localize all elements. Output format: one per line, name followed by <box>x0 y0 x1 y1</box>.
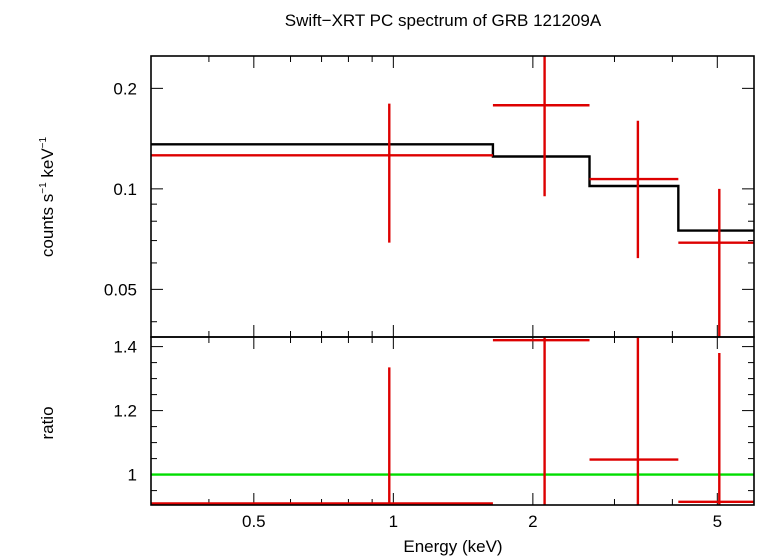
x-tick-label: 2 <box>528 512 537 531</box>
y-tick-label: 1.4 <box>113 338 137 357</box>
y-tick-label: 0.05 <box>104 280 137 299</box>
model-step-line <box>151 143 754 232</box>
spectrum-data-point <box>589 120 679 259</box>
y-tick-label: 1.2 <box>113 402 137 421</box>
x-tick-label: 0.5 <box>242 512 266 531</box>
bottom-panel-ylabel: ratio <box>38 406 57 439</box>
spectrum-panel-frame <box>150 55 755 338</box>
ratio-panel: 1.4 1.2 1 0.5 1 2 5 <box>113 336 755 531</box>
ratio-data-point <box>492 337 590 505</box>
ratio-panel-frame <box>150 336 755 506</box>
spectrum-data-point <box>678 188 754 337</box>
ratio-data-point <box>589 337 679 505</box>
x-axis-label: Energy (keV) <box>403 537 502 556</box>
x-tick-label: 1 <box>389 512 398 531</box>
y-tick-label: 0.1 <box>113 180 137 199</box>
y-tick-label: 0.2 <box>113 79 137 98</box>
spectrum-panel: 0.2 0.1 0.05 <box>104 55 755 338</box>
ratio-data-point <box>678 353 754 505</box>
y-tick-label: 1 <box>128 466 137 485</box>
spectrum-data-point <box>492 56 590 197</box>
spectrum-data-point <box>151 103 493 243</box>
spectrum-plot-area <box>151 56 754 337</box>
ratio-data-point <box>151 367 493 505</box>
x-tick-label: 5 <box>713 512 722 531</box>
chart-title: Swift−XRT PC spectrum of GRB 121209A <box>285 11 602 30</box>
top-panel-ylabel: counts s−1 keV−1 <box>38 136 57 257</box>
ratio-plot-area <box>151 337 754 505</box>
